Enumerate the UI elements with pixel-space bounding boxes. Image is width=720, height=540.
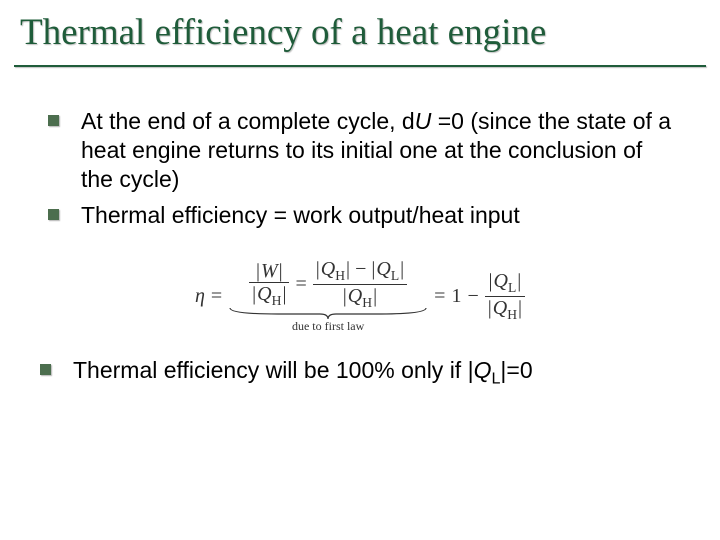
content-area: At the end of a complete cycle, dU =0 (s…: [0, 67, 720, 335]
variable-u: U: [415, 108, 432, 134]
underbrace-icon: [228, 306, 428, 320]
one-literal: 1: [451, 285, 461, 308]
variable-q: Q: [474, 357, 492, 383]
fraction: QH − QL QH: [313, 258, 407, 310]
text-span: At the end of a complete cycle, d: [81, 108, 415, 134]
brace-row: W QH = QH − QL QH: [249, 258, 407, 310]
subscript-l: L: [508, 280, 516, 295]
w-symbol: W: [261, 260, 278, 282]
bullet-marker-icon: [48, 115, 59, 126]
bullet-item: Thermal efficiency = work output/heat in…: [48, 201, 672, 230]
numerator: W: [253, 260, 286, 282]
fraction: W QH: [249, 260, 289, 309]
equals-sign: =: [295, 273, 306, 296]
bullet-text: Thermal efficiency = work output/heat in…: [81, 201, 520, 230]
title-area: Thermal efficiency of a heat engine: [0, 0, 720, 61]
text-span: |=0: [500, 357, 532, 383]
bullet-marker-icon: [48, 209, 59, 220]
q-symbol: Q: [321, 258, 335, 280]
denominator: QH: [249, 283, 289, 309]
bullet-text: Thermal efficiency will be 100% only if …: [73, 356, 533, 389]
q-symbol: Q: [348, 285, 362, 307]
slide: Thermal efficiency of a heat engine At t…: [0, 0, 720, 540]
subscript-h: H: [335, 268, 345, 283]
minus-sign: −: [467, 285, 478, 308]
q-symbol: Q: [493, 297, 507, 319]
subscript-l: L: [391, 268, 399, 283]
equation: η = W QH = QH − QL QH: [195, 258, 525, 334]
text-span: Thermal efficiency will be 100% only if …: [73, 357, 474, 383]
brace-label: due to first law: [292, 319, 364, 334]
denominator: QH: [485, 297, 525, 323]
eta-symbol: η: [195, 285, 205, 308]
q-symbol: Q: [493, 270, 507, 292]
subscript-h: H: [507, 307, 517, 322]
bullet-text: At the end of a complete cycle, dU =0 (s…: [81, 107, 672, 195]
numerator: QL: [485, 270, 524, 296]
underbrace-group: W QH = QH − QL QH due: [228, 258, 428, 334]
q-symbol: Q: [257, 283, 271, 305]
equals-sign: =: [434, 285, 445, 308]
bullet-item: Thermal efficiency will be 100% only if …: [36, 356, 684, 389]
bullet-item: At the end of a complete cycle, dU =0 (s…: [48, 107, 672, 195]
equals-sign: =: [211, 285, 222, 308]
slide-title: Thermal efficiency of a heat engine: [20, 12, 700, 55]
numerator: QH − QL: [313, 258, 407, 284]
q-symbol: Q: [376, 258, 390, 280]
minus-sign: −: [355, 258, 366, 280]
bullet-marker-icon: [40, 364, 51, 375]
fraction: QL QH: [485, 270, 525, 322]
equation-block: η = W QH = QH − QL QH: [48, 258, 672, 334]
outer-bullet-area: Thermal efficiency will be 100% only if …: [0, 356, 720, 389]
